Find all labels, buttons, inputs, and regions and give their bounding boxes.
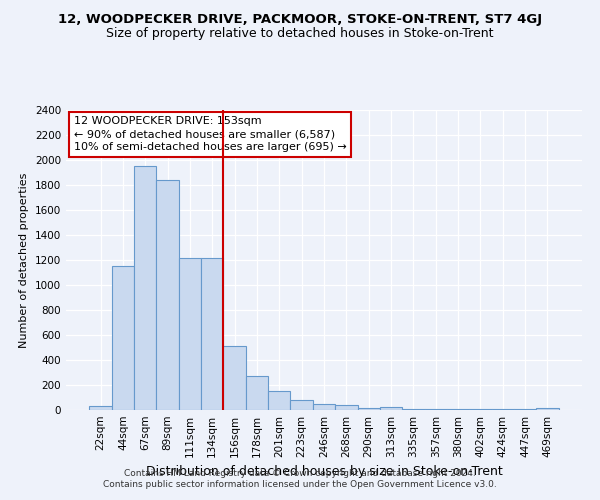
Text: 12 WOODPECKER DRIVE: 153sqm
← 90% of detached houses are smaller (6,587)
10% of : 12 WOODPECKER DRIVE: 153sqm ← 90% of det… (74, 116, 346, 152)
Text: Contains HM Land Registry data © Crown copyright and database right 2024.: Contains HM Land Registry data © Crown c… (124, 468, 476, 477)
Bar (134, 166, 157, 410)
Bar (313, 404, 335, 410)
Bar (112, 266, 134, 410)
Bar (536, 408, 559, 410)
Bar (358, 408, 380, 410)
Bar (290, 400, 313, 410)
Text: 12, WOODPECKER DRIVE, PACKMOOR, STOKE-ON-TRENT, ST7 4GJ: 12, WOODPECKER DRIVE, PACKMOOR, STOKE-ON… (58, 12, 542, 26)
Bar (89, 406, 112, 410)
Bar (402, 408, 425, 410)
Bar (246, 376, 268, 410)
Bar (268, 390, 290, 410)
Bar (157, 180, 179, 410)
Y-axis label: Number of detached properties: Number of detached properties (19, 172, 29, 348)
Bar (335, 405, 358, 410)
X-axis label: Distribution of detached houses by size in Stoke-on-Trent: Distribution of detached houses by size … (146, 466, 502, 478)
Bar (201, 258, 223, 410)
Text: Size of property relative to detached houses in Stoke-on-Trent: Size of property relative to detached ho… (106, 28, 494, 40)
Text: Contains public sector information licensed under the Open Government Licence v3: Contains public sector information licen… (103, 480, 497, 489)
Bar (223, 346, 246, 410)
Bar (179, 258, 201, 410)
Bar (380, 407, 402, 410)
